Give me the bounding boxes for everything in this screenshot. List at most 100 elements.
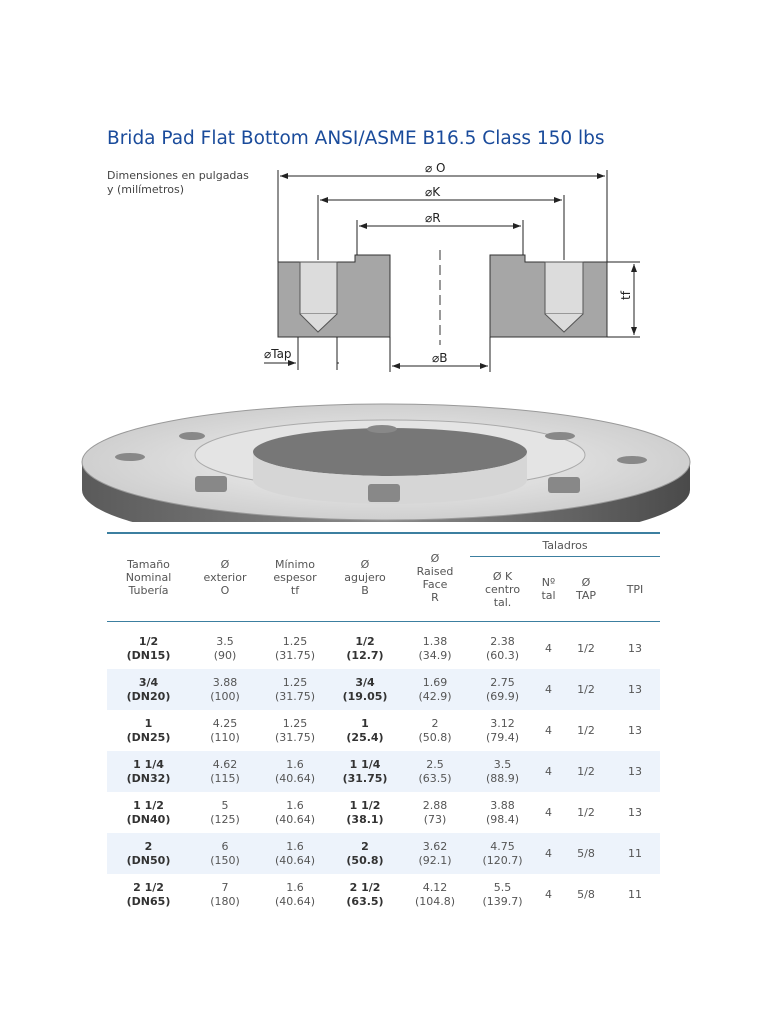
cell: 2.75 (69.9) (470, 669, 535, 710)
cell-line: (DN15) (126, 648, 171, 662)
cell-line: 1 1/2 (349, 798, 381, 812)
cell: 1 1/2 (38.1) (330, 792, 400, 833)
table-row: 1 1/4 (DN32) 4.62 (115) 1.6 (40.64) 1 1/4 (31.7… (107, 751, 660, 792)
cell-line: (63.5) (346, 894, 384, 908)
cell-line: (12.7) (346, 648, 384, 662)
header: Ø TAP (575, 576, 597, 602)
cell: 13 (610, 751, 660, 792)
cell-line: (180) (210, 894, 240, 908)
cell-line: (120.7) (482, 853, 523, 867)
cell: 6 (150) (190, 833, 260, 874)
cell: 2 1/2 (63.5) (330, 874, 400, 915)
cell: 13 (628, 641, 642, 655)
cell: 4 (545, 805, 552, 819)
cell-line: (34.9) (418, 648, 452, 662)
cell-line: (31.75) (342, 771, 388, 785)
cell: 1.6 (40.64) (260, 792, 330, 833)
cell-line: 2 1/2 (349, 880, 381, 894)
header: Ø Raised Face R (400, 532, 470, 622)
cell: 1.25 (31.75) (260, 669, 330, 710)
cell: 4 (535, 669, 562, 710)
cell-line: (40.64) (274, 853, 316, 867)
header: Ø exterior O (190, 532, 260, 622)
cell: 1.6 (40.64) (260, 833, 330, 874)
cell-line: 3.5 (493, 757, 512, 771)
cell: 1.6 (40.64) (260, 874, 330, 915)
cell: 4.75 (120.7) (470, 833, 535, 874)
cell-line: 4.75 (490, 839, 515, 853)
cell: 3.88 (100) (190, 669, 260, 710)
dim-r: ⌀R (425, 211, 441, 225)
cell-line: (100) (210, 689, 240, 703)
cell-line: 1 1/4 (133, 757, 164, 771)
cell: 2.88 (73) (400, 792, 470, 833)
cell-line: (88.9) (485, 771, 520, 785)
cell-line: 2.75 (490, 675, 515, 689)
cell: 1.6 (40.64) (260, 751, 330, 792)
title: Brida Pad Flat Bottom ANSI/ASME B16.5 Cl… (107, 128, 605, 149)
cell-line: 2.88 (422, 798, 448, 812)
cell: 4 (535, 751, 562, 792)
cell: 3.5 (88.9) (470, 751, 535, 792)
cell: 1/2 (12.7) (330, 622, 400, 670)
cell-line: (98.4) (485, 812, 520, 826)
header: Ø K centro tal. (484, 569, 521, 609)
cell-line: 1.38 (422, 634, 448, 648)
cell: 1/2 (577, 641, 595, 655)
cell: 5 (125) (190, 792, 260, 833)
cell-line: (DN50) (126, 853, 171, 867)
cell-line: (125) (210, 812, 240, 826)
cell-line: 3.5 (216, 634, 234, 648)
cell: 4.62 (115) (190, 751, 260, 792)
header: Ø agujero B (330, 532, 400, 622)
table-row: 1 1/2 (DN40) 5 (125) 1.6 (40.64) 1 1/2 (38.1) 2.… (107, 792, 660, 833)
cell-line: 1.6 (286, 839, 304, 853)
subtitle: Dimensiones en pulgadas y (milímetros) (107, 169, 249, 196)
cell: 4 (535, 833, 562, 874)
cell: 4.25 (110) (190, 710, 260, 751)
cell: 1 1/4 (DN32) (107, 751, 190, 792)
cell-line: (40.64) (274, 812, 316, 826)
cell: 4 (545, 887, 552, 901)
table-body: 1/2 (DN15) 3.5 (90) 1.25 (31.75) 1/2 (12.7) 1.38… (107, 622, 660, 916)
cell-line: 3.88 (490, 798, 515, 812)
cell: 5/8 (577, 887, 595, 901)
cell: 13 (628, 723, 642, 737)
cell: 3.62 (92.1) (400, 833, 470, 874)
cell-line: (139.7) (482, 894, 523, 908)
cell-line: (38.1) (346, 812, 384, 826)
cell: 1/2 (DN15) (107, 622, 190, 670)
table-row: 2 (DN50) 6 (150) 1.6 (40.64) 2 (50.8) 3.62 (92.1)… (107, 833, 660, 874)
dim-tap: ⌀Tap (264, 347, 292, 361)
cell: 3.88 (98.4) (470, 792, 535, 833)
cell-line: (69.9) (485, 689, 520, 703)
cell: 5/8 (562, 833, 610, 874)
table-row: 2 1/2 (DN65) 7 (180) 1.6 (40.64) 2 1/2 (63.5) 4.… (107, 874, 660, 915)
cell-line: 1 1/4 (349, 757, 381, 771)
cell-line: (50.8) (346, 853, 384, 867)
cell: 1.25 (31.75) (260, 710, 330, 751)
cell-line: 3/4 (355, 675, 375, 689)
cell-line: (19.05) (342, 689, 388, 703)
cell-line: 7 (221, 880, 229, 894)
cell: 1/2 (562, 669, 610, 710)
cell-line: (40.64) (274, 894, 316, 908)
cell-line: (DN65) (126, 894, 171, 908)
cell-line: (150) (210, 853, 240, 867)
cell: 4.12 (104.8) (400, 874, 470, 915)
cell: 1 (DN25) (107, 710, 190, 751)
header: Nº tal (541, 576, 556, 602)
cell: 4 (545, 723, 552, 737)
cell-line: (79.4) (485, 730, 520, 744)
table-row: 1/2 (DN15) 3.5 (90) 1.25 (31.75) 1/2 (12.7) 1.38… (107, 622, 660, 670)
cell-line: (63.5) (418, 771, 452, 785)
header: TPI (626, 582, 644, 596)
cell: 11 (610, 833, 660, 874)
cell-line: 3/4 (138, 675, 159, 689)
cell-line: (25.4) (346, 730, 384, 744)
cell: 1.38 (34.9) (400, 622, 470, 670)
dim-k: ⌀K (425, 185, 441, 199)
cell: 1.25 (31.75) (260, 622, 330, 670)
cell-line: (DN32) (126, 771, 171, 785)
cell: 7 (180) (190, 874, 260, 915)
